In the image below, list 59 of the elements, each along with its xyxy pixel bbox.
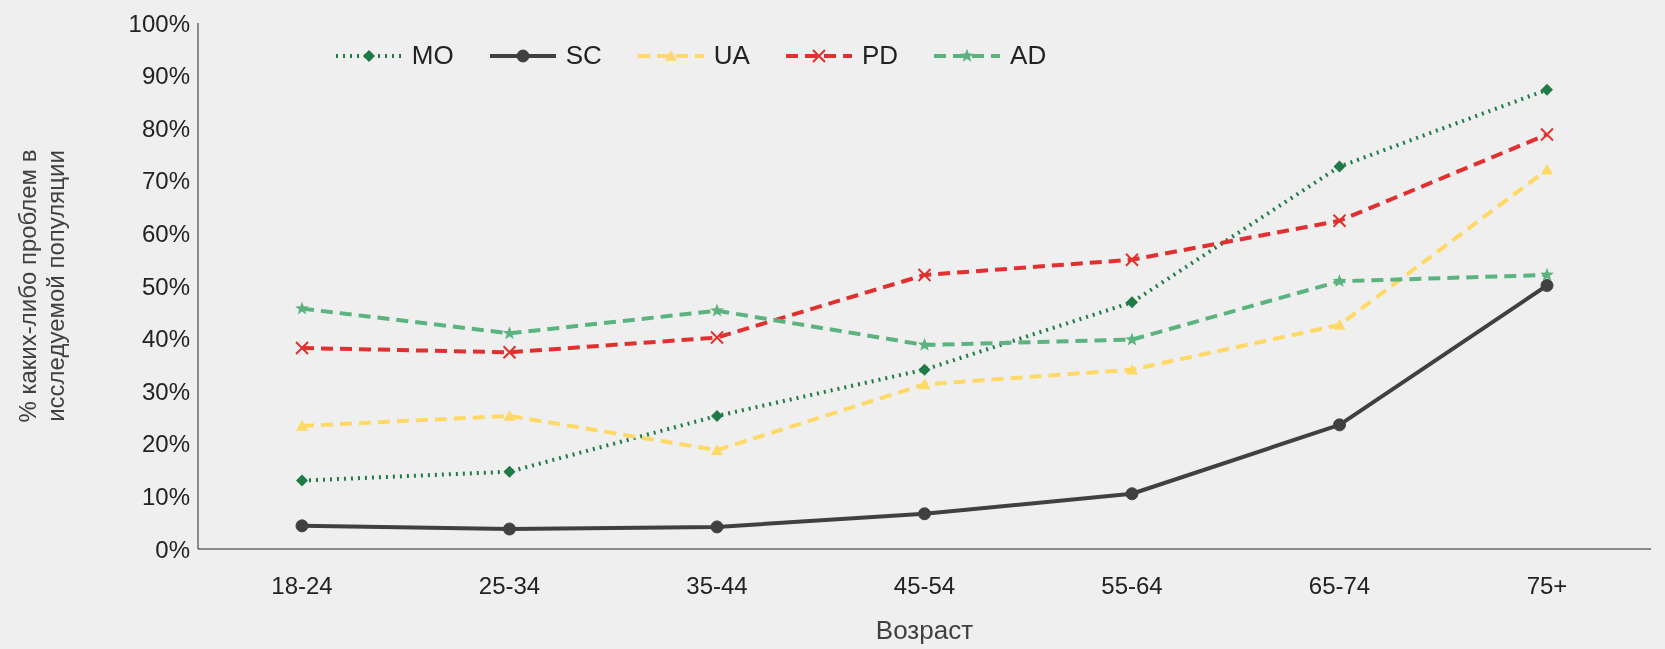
point [1126, 296, 1138, 309]
legend-label: AD [1010, 40, 1047, 71]
point [711, 409, 723, 422]
x-tick-label: 55-64 [1101, 572, 1163, 600]
y-tick-label: 10% [141, 482, 190, 510]
point [1125, 332, 1139, 346]
point [296, 419, 308, 431]
point [1540, 267, 1554, 281]
y-tick-label: 20% [141, 430, 190, 458]
point [503, 465, 516, 478]
point [1540, 278, 1554, 292]
point [295, 301, 309, 315]
point [503, 409, 516, 421]
y-tick-label: 40% [141, 325, 190, 353]
x-tick-label: 25-34 [478, 572, 541, 600]
legend-label: MO [411, 40, 454, 71]
point [710, 520, 724, 534]
point [918, 378, 931, 390]
point [1333, 418, 1346, 432]
y-tick-label: 80% [141, 114, 190, 142]
point [1126, 363, 1138, 375]
point [295, 519, 309, 533]
point [918, 363, 931, 376]
y-tick-label: 70% [141, 167, 190, 195]
point [503, 522, 516, 536]
point [296, 474, 308, 487]
point [1541, 163, 1553, 175]
point [1332, 213, 1347, 228]
point [1540, 127, 1554, 142]
point [1125, 252, 1139, 267]
point [917, 267, 932, 282]
x-tick-label: 18-24 [271, 572, 333, 600]
y-tick-label: 50% [141, 272, 190, 300]
point [1541, 83, 1553, 96]
point [710, 330, 724, 345]
point [710, 303, 724, 317]
point [1333, 318, 1346, 330]
point [711, 444, 723, 455]
y-axis-title: % каких-либо проблем в исследуемой популяции [14, 149, 69, 423]
legend-label: SC [565, 40, 602, 71]
x-tick-label: 65-74 [1308, 572, 1371, 600]
point [295, 341, 309, 356]
y-tick-label: 0% [155, 535, 190, 563]
y-tick-label: 100% [128, 9, 190, 37]
x-tick-label: 75+ [1526, 572, 1568, 600]
point [917, 337, 932, 351]
point [918, 507, 931, 521]
y-tick-label: 60% [141, 219, 190, 247]
point [1125, 487, 1139, 501]
x-tick-label: 45-54 [893, 572, 956, 600]
y-tick-label: 90% [141, 62, 190, 90]
legend-label: PD [861, 40, 899, 71]
legend-label: UA [713, 40, 750, 71]
x-axis-title: Возраст [875, 615, 974, 645]
y-tick-label: 30% [141, 377, 190, 405]
point [502, 345, 517, 360]
x-tick-label: 35-44 [686, 572, 748, 600]
point [1332, 274, 1347, 288]
point [1333, 160, 1346, 173]
